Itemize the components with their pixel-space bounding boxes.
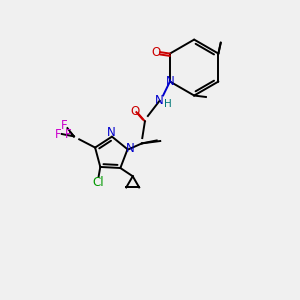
Text: F: F (61, 119, 68, 132)
Text: Cl: Cl (92, 176, 104, 189)
Text: F: F (54, 128, 61, 141)
Text: N: N (155, 94, 164, 107)
Text: H: H (164, 99, 172, 109)
Text: O: O (130, 105, 139, 119)
Text: F: F (65, 128, 72, 141)
Text: N: N (166, 75, 175, 88)
Text: N: N (125, 142, 134, 155)
Text: N: N (107, 126, 116, 139)
Text: O: O (151, 46, 160, 59)
